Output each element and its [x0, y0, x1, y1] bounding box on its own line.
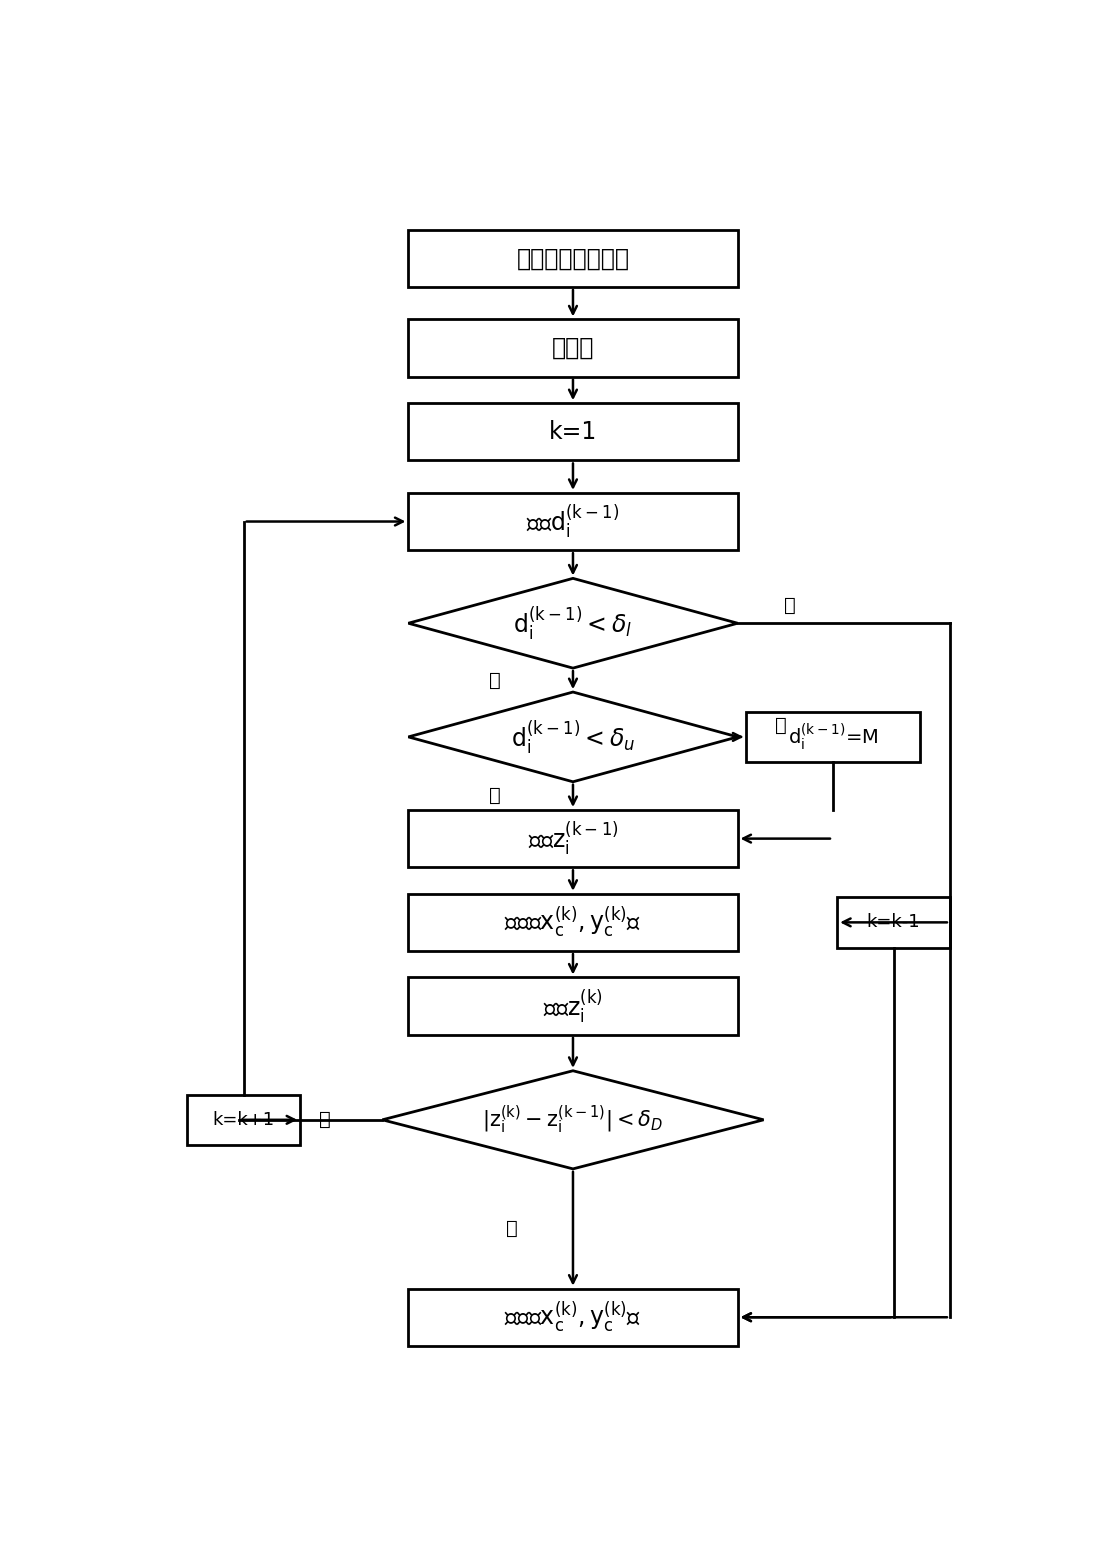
Text: 计算$\mathregular{d_i^{(k-1)}}$: 计算$\mathregular{d_i^{(k-1)}}$ — [527, 502, 619, 541]
Bar — [408, 810, 738, 867]
Text: $\mathregular{d_i^{(k-1)}} < \delta_l$: $\mathregular{d_i^{(k-1)}} < \delta_l$ — [513, 605, 633, 642]
Text: k=k-1: k=k-1 — [866, 914, 920, 931]
Text: $\mathregular{d_i^{(k-1)}} < \delta_u$: $\mathregular{d_i^{(k-1)}} < \delta_u$ — [511, 718, 635, 755]
Bar — [408, 493, 738, 550]
Bar — [408, 977, 738, 1035]
Bar — [408, 230, 738, 287]
Text: 是: 是 — [775, 715, 787, 735]
Text: 初始化: 初始化 — [552, 336, 594, 361]
Bar — [408, 402, 738, 460]
Text: k=1: k=1 — [549, 420, 597, 444]
Text: $\mathregular{d_i^{(k-1)}}$=M: $\mathregular{d_i^{(k-1)}}$=M — [788, 721, 878, 752]
Text: 是: 是 — [784, 595, 796, 615]
Bar — [408, 1288, 738, 1346]
Polygon shape — [382, 1071, 764, 1169]
Text: k=k+1: k=k+1 — [212, 1111, 275, 1128]
Text: 收集基本相关信息: 收集基本相关信息 — [517, 246, 629, 270]
Text: 输出（$\mathregular{x_c^{(k)}}, \mathregular{y_c^{(k)}}$）: 输出（$\mathregular{x_c^{(k)}}, \mathregula… — [504, 1299, 642, 1335]
Polygon shape — [408, 578, 738, 668]
Bar — [408, 319, 738, 376]
Text: $|\mathregular{z_i^{(k)}}-\mathregular{z_i^{(k-1)}}| < \delta_D$: $|\mathregular{z_i^{(k)}}-\mathregular{z… — [482, 1103, 664, 1136]
Text: 计算$\mathregular{z_i^{(k)}}$: 计算$\mathregular{z_i^{(k)}}$ — [543, 987, 603, 1026]
Bar — [747, 712, 920, 761]
Bar — [188, 1094, 300, 1145]
Text: 计算$\mathregular{z_i^{(k-1)}}$: 计算$\mathregular{z_i^{(k-1)}}$ — [528, 821, 618, 858]
Polygon shape — [408, 692, 738, 782]
Text: 更新（$\mathregular{x_c^{(k)}}, \mathregular{y_c^{(k)}}$）: 更新（$\mathregular{x_c^{(k)}}, \mathregula… — [504, 904, 642, 940]
Bar — [837, 897, 950, 948]
Bar — [408, 894, 738, 951]
Text: 否: 否 — [489, 786, 501, 805]
Text: 否: 否 — [319, 1110, 331, 1130]
Text: 是: 是 — [506, 1220, 519, 1239]
Text: 否: 否 — [489, 671, 501, 690]
